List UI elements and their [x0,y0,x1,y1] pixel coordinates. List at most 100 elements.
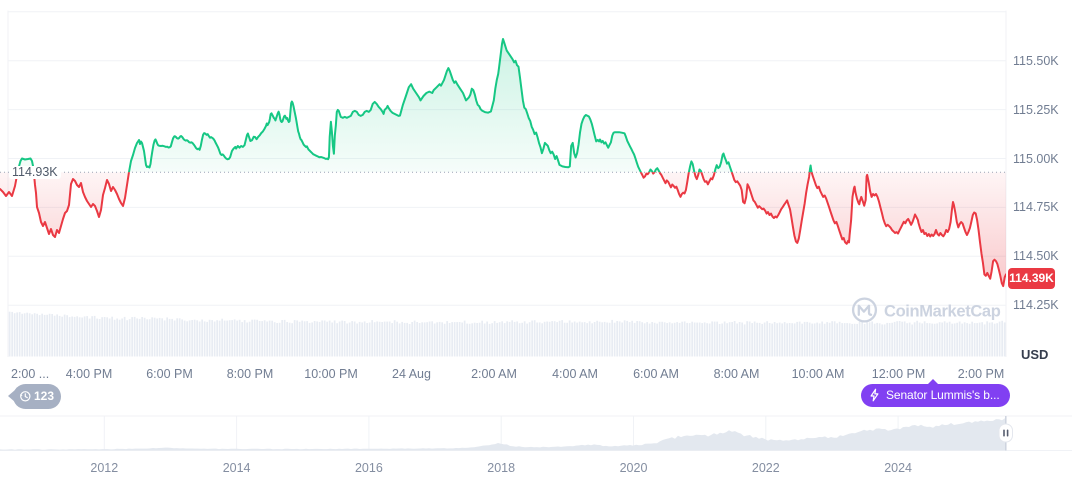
volume-bar [103,317,106,357]
volume-bar [623,320,626,357]
volume-bar [176,318,178,357]
volume-bar [303,321,306,357]
volume-bar [588,321,591,357]
x-axis-label: 8:00 AM [713,367,760,381]
volume-bar [206,321,208,357]
volume-bar [996,323,998,357]
volume-bar [116,318,118,357]
volume-bar [26,312,28,357]
volume-bar [868,322,871,357]
volume-bar [343,321,346,357]
volume-bar [531,320,533,357]
volume-bar [381,322,383,357]
volume-bar [743,324,746,357]
volume-bar [183,320,186,357]
volume-bar [13,313,16,357]
volume-bar [898,321,901,357]
volume-bar [993,323,996,357]
volume-bar [613,322,616,357]
volume-bar [251,319,253,357]
volume-bar [736,323,738,357]
volume-bar [668,322,671,357]
volume-bar [661,321,663,357]
volume-bar [481,320,483,357]
volume-bar [61,316,63,357]
volume-bar [543,321,546,357]
volume-bar [473,322,476,357]
volume-bar [53,315,56,357]
annotations-count-badge[interactable]: 123 [7,384,62,409]
navigator-drag-handle[interactable] [998,423,1013,443]
volume-bar [216,320,218,357]
volume-bar [878,323,881,357]
y-axis-label: 114.25K [1013,298,1059,313]
volume-bar [88,318,91,357]
volume-bar [883,324,886,357]
volume-bar [598,321,601,357]
volume-bar [918,322,921,357]
x-axis-label: 10:00 PM [304,367,358,381]
volume-bar [806,321,808,357]
volume-bar [278,322,281,357]
volume-bar [638,321,641,357]
volume-bar [246,322,248,357]
volume-bar [493,321,496,357]
volume-bar [306,321,308,357]
volume-bar [783,322,786,357]
volume-bar [8,311,11,357]
volume-bar [943,321,946,357]
volume-bar [408,324,411,357]
volume-bar [716,321,718,357]
volume-bar [713,321,716,357]
news-annotation-badge[interactable]: Senator Lummis's b... [861,378,1010,407]
volume-bar [923,321,926,357]
volume-bar [816,322,818,357]
volume-bar [156,318,158,357]
volume-bar [341,320,343,357]
volume-bar [46,314,48,357]
volume-bar [893,321,896,357]
volume-bar [73,316,76,357]
volume-bar [756,322,758,357]
navigator-year-label: 2022 [751,461,780,475]
volume-bar [833,321,836,357]
volume-bar [518,323,521,357]
volume-bar [576,322,578,357]
volume-bar [516,321,518,357]
volume-bar [218,320,221,357]
volume-bar [881,324,883,357]
volume-bar [586,323,588,357]
volume-bar [336,323,338,357]
volume-bar [128,319,131,357]
volume-bar [556,322,558,357]
volume-bar [646,322,648,357]
volume-bar [16,312,18,357]
volume-bar [611,319,613,357]
volume-bar [778,322,781,357]
volume-bar [63,314,66,357]
volume-bar [41,313,43,357]
volume-bar [226,320,228,357]
volume-bar [508,321,511,357]
volume-bar [436,322,438,357]
volume-bar [678,322,681,357]
volume-bar [403,322,406,357]
volume-bar [561,320,563,357]
volume-bar [56,314,58,357]
volume-bar [273,322,276,357]
volume-bar [983,324,986,357]
volume-bar [248,321,251,357]
volume-bar [96,318,98,357]
timeline-navigator[interactable] [0,415,1072,451]
volume-bar [28,313,31,357]
volume-bar [706,323,708,357]
volume-bar [568,320,571,357]
volume-bar [478,322,481,357]
volume-bar [168,318,171,357]
volume-bar [491,323,493,357]
volume-bar [978,322,981,357]
volume-bar [641,322,643,357]
volume-bar [511,320,513,357]
volume-bar [908,322,911,357]
